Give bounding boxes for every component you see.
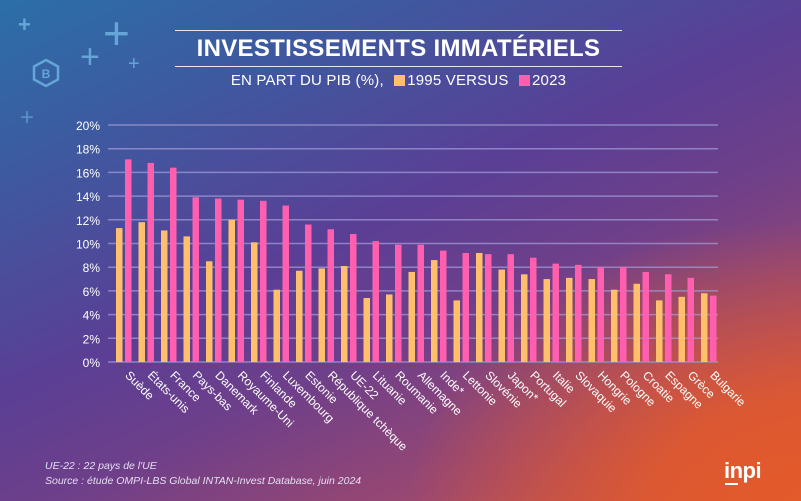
footnote-source: Source : étude OMPI-LBS Global INTAN-Inv… — [45, 475, 362, 487]
chart-header: INVESTISSEMENTS IMMATÉRIELS EN PART DU P… — [175, 30, 622, 89]
bar-2023 — [462, 252, 469, 362]
bar-1995 — [521, 274, 528, 362]
bar-1995 — [543, 279, 550, 362]
y-tick-label: 16% — [76, 166, 100, 180]
bar-1995 — [701, 293, 708, 362]
bar-2023 — [282, 205, 289, 362]
bar-1995 — [138, 222, 145, 362]
bar-2023 — [642, 271, 649, 362]
bar-1995 — [566, 277, 573, 362]
bar-2023 — [552, 263, 559, 362]
y-tick-label: 2% — [83, 332, 101, 346]
badge-letter: B — [42, 67, 51, 81]
bar-2023 — [507, 254, 514, 362]
bar-1995 — [431, 260, 438, 362]
y-tick-label: 6% — [83, 285, 101, 299]
bar-1995 — [633, 283, 640, 362]
bar-2023 — [597, 267, 604, 362]
bar-2023 — [372, 241, 379, 362]
y-tick-label: 12% — [76, 214, 100, 228]
bar-1995 — [251, 242, 258, 362]
bar-1995 — [296, 270, 303, 362]
bar-2023 — [417, 244, 424, 362]
footnote-note: UE-22 : 22 pays de l'UE — [45, 460, 157, 472]
bar-2023 — [620, 267, 627, 362]
bar-2023 — [305, 224, 312, 362]
bar-1995 — [318, 268, 325, 362]
bar-2023 — [485, 254, 492, 362]
y-tick-label: 18% — [76, 143, 100, 157]
bar-2023 — [350, 234, 357, 362]
footnote: UE-22 : 22 pays de l'UE Source : étude O… — [45, 459, 361, 489]
bar-1995 — [161, 230, 168, 362]
subtitle-prefix: EN PART DU PIB (%), — [230, 72, 384, 89]
chart-title: INVESTISSEMENTS IMMATÉRIELS — [196, 35, 601, 62]
legend-swatch-2023 — [519, 75, 530, 86]
plus-icon: + — [80, 38, 100, 76]
title-rule-top — [175, 30, 622, 31]
bar-1995 — [228, 219, 235, 362]
title-rule-bottom — [175, 66, 622, 67]
inpi-logo: inpi — [724, 458, 762, 485]
bar-1995 — [273, 289, 280, 362]
bar-2023 — [395, 244, 402, 362]
bar-2023 — [237, 199, 244, 362]
bar-1995 — [656, 300, 663, 362]
y-tick-label: 14% — [76, 190, 100, 204]
bar-1995 — [183, 236, 190, 362]
bar-2023 — [170, 167, 177, 362]
plus-icon: + — [128, 53, 140, 75]
y-tick-label: 4% — [83, 309, 101, 323]
bar-1995 — [386, 294, 393, 362]
bar-2023 — [665, 274, 672, 362]
bar-1995 — [498, 269, 505, 362]
legend-swatch-1995 — [394, 75, 406, 86]
bar-1995 — [588, 279, 595, 362]
bar-1995 — [116, 228, 123, 362]
y-tick-label: 8% — [83, 261, 101, 275]
bar-2023 — [530, 257, 537, 362]
y-tick-label: 0% — [83, 356, 101, 370]
bar-1995 — [408, 271, 415, 362]
bar-2023 — [215, 198, 222, 362]
legend-label-1995: 1995 VERSUS — [407, 72, 509, 89]
bar-1995 — [453, 300, 460, 362]
bar-2023 — [687, 277, 694, 362]
bar-2023 — [327, 229, 334, 362]
plus-icon: + — [20, 104, 35, 131]
bar-1995 — [476, 252, 483, 362]
legend-label-2023: 2023 — [532, 72, 567, 89]
bar-2023 — [192, 197, 199, 362]
bar-1995 — [341, 266, 348, 362]
hexagon-badge-icon: B — [32, 58, 60, 88]
bar-2023 — [260, 200, 267, 362]
bar-2023 — [440, 250, 447, 362]
y-tick-label: 20% — [76, 119, 100, 133]
bar-2023 — [710, 295, 717, 362]
bar-1995 — [611, 289, 618, 362]
bar-2023 — [147, 162, 154, 362]
bar-2023 — [575, 264, 582, 362]
chart-subtitle: EN PART DU PIB (%), 1995 VERSUS 2023 — [175, 72, 622, 89]
bar-1995 — [206, 261, 213, 362]
bar-2023 — [125, 159, 132, 362]
plus-icon: + — [18, 12, 31, 37]
y-tick-label: 10% — [76, 238, 100, 252]
bar-1995 — [363, 298, 370, 362]
plus-icon: + — [103, 7, 130, 59]
bar-1995 — [678, 296, 685, 362]
